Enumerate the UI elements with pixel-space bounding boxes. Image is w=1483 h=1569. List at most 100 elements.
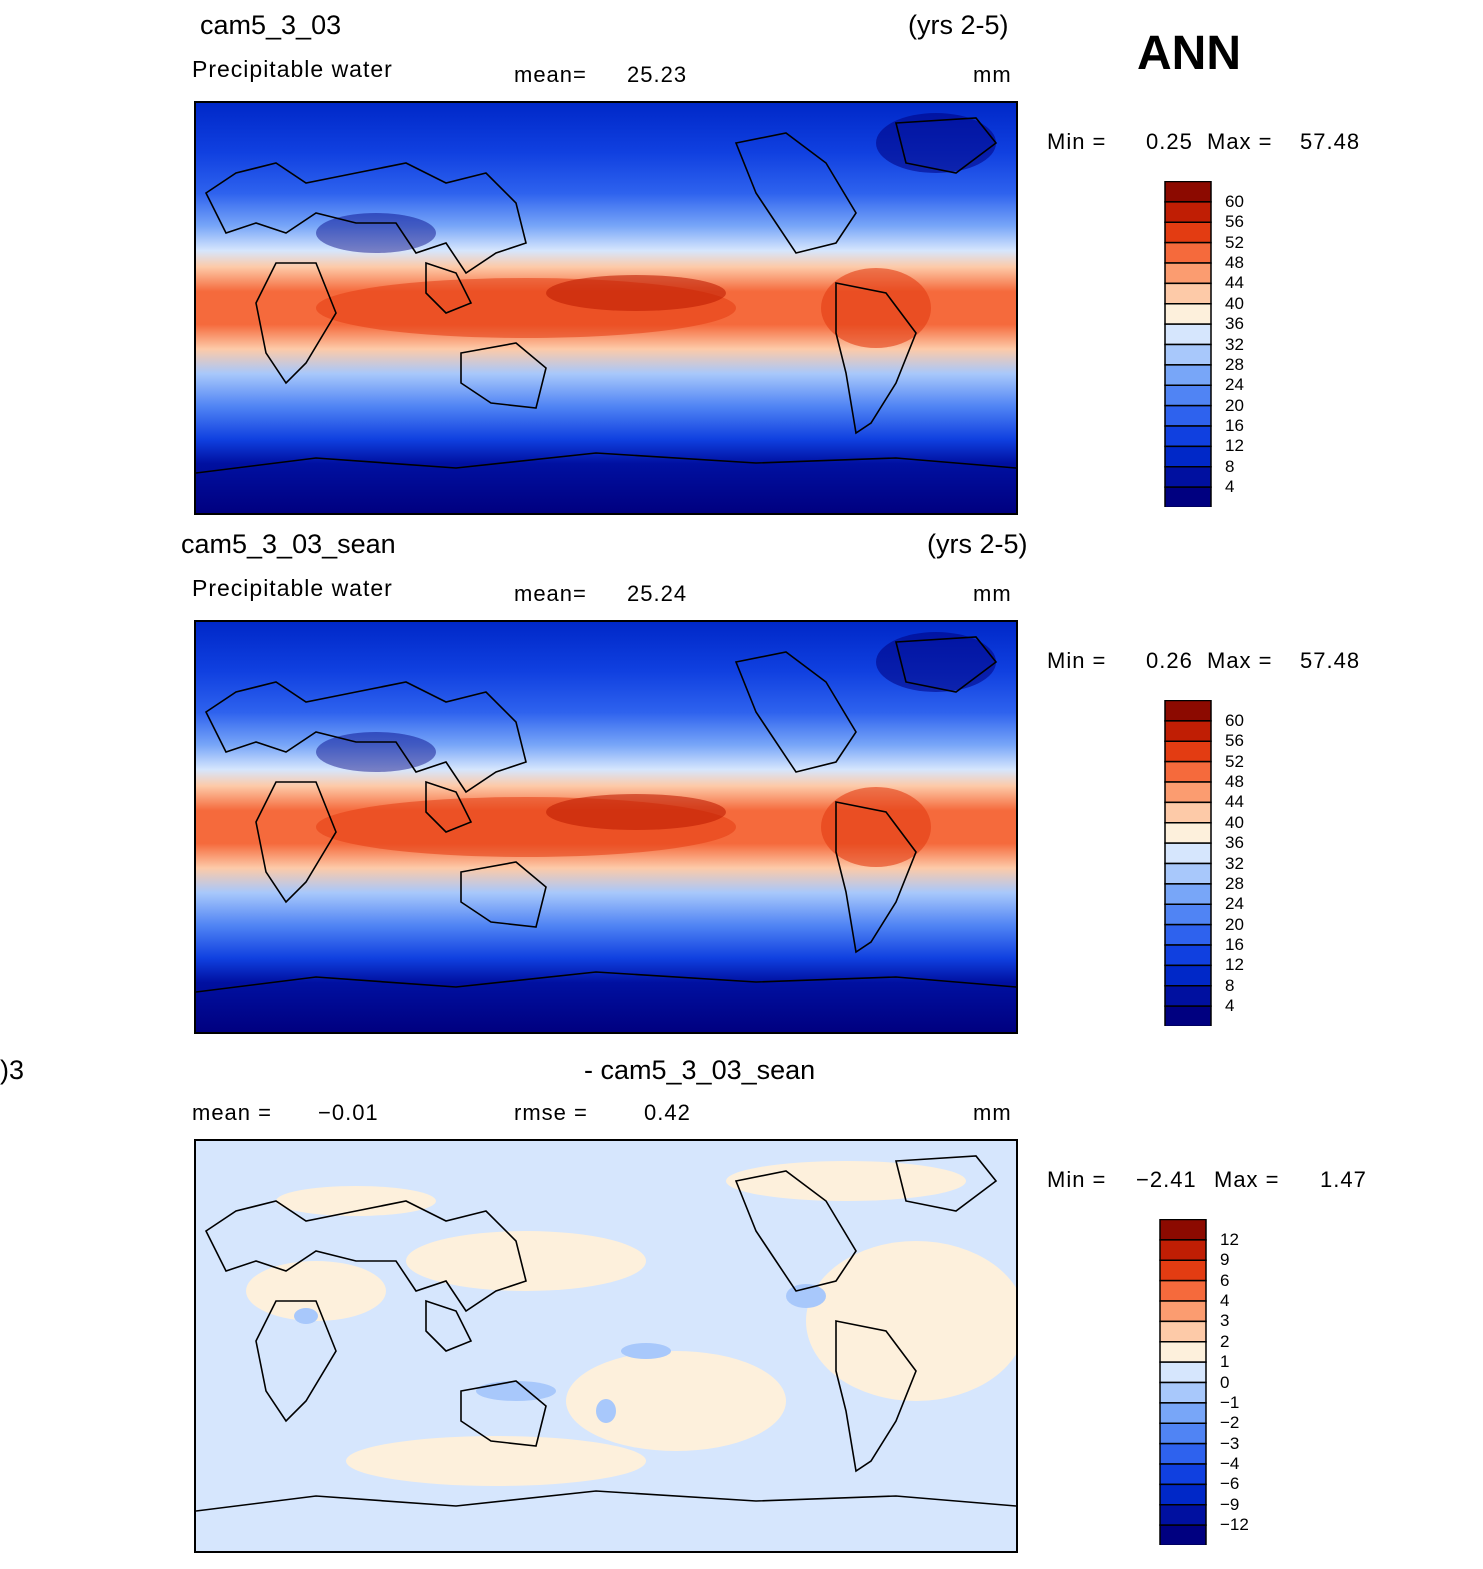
panel1-years: (yrs 2-5): [908, 10, 1009, 40]
colorbar-tick-label: 52: [1225, 751, 1244, 771]
colorbar-tick-label: 32: [1225, 334, 1244, 354]
colorbar-tick-label: 48: [1225, 253, 1244, 272]
panel2-min-value: 0.26: [1146, 648, 1193, 673]
colorbar-tick-label: 16: [1225, 416, 1244, 435]
colorbar-box: [1164, 740, 1212, 763]
colorbar-box: [1159, 1361, 1207, 1384]
colorbar-box: [1164, 384, 1212, 407]
colorbar-box: [1159, 1402, 1207, 1425]
colorbar-box: [1159, 1239, 1207, 1262]
colorbar-box: [1164, 466, 1212, 488]
colorbar-tick-label: 52: [1225, 232, 1244, 252]
colorbar-tick-label: 36: [1225, 314, 1244, 334]
colorbar-box: [1159, 1259, 1207, 1282]
colorbar-tick-label: 56: [1225, 731, 1244, 751]
panel3-min-value: −2.41: [1136, 1167, 1197, 1192]
colorbar-tick-label: 4: [1225, 996, 1235, 1016]
colorbar-box: [1159, 1381, 1207, 1404]
colorbar-tick-label: −12: [1220, 1515, 1249, 1535]
colorbar-box: [1164, 822, 1212, 844]
panel1-variable: Precipitable water: [192, 56, 393, 82]
colorbar-box: [1164, 262, 1212, 285]
panel3-max-value: 1.47: [1320, 1167, 1367, 1192]
colorbar-box: [1164, 700, 1212, 722]
panel1-max-value: 57.48: [1300, 129, 1361, 154]
colorbar-tick-label: 24: [1225, 375, 1244, 395]
colorbar-box: [1164, 964, 1212, 987]
colorbar-box: [1159, 1320, 1207, 1343]
season-label: ANN: [1137, 27, 1241, 80]
panel3-rmse-label: rmse =: [514, 1100, 588, 1125]
panel1-units: mm: [973, 62, 1012, 87]
colorbar-box: [1159, 1422, 1207, 1445]
colorbar-tick-label: 28: [1225, 873, 1244, 893]
colorbar-box: [1164, 781, 1212, 804]
panel3-case-right: - cam5_3_03_sean: [584, 1055, 816, 1085]
colorbar-box: [1164, 923, 1212, 946]
colorbar-tick-label: 4: [1220, 1291, 1230, 1310]
panel2-map-field: [196, 622, 1016, 1032]
panel3-rmse-value: 0.42: [644, 1100, 691, 1125]
colorbar-box: [1159, 1483, 1207, 1506]
panel1-case-title: cam5_3_03: [200, 10, 342, 40]
colorbar-tick-label: 12: [1225, 955, 1244, 975]
colorbar-tick-label: 8: [1225, 456, 1235, 476]
panel3-units: mm: [973, 1100, 1012, 1125]
panel2-units: mm: [973, 581, 1012, 606]
panel3-map-field: [196, 1141, 1016, 1551]
colorbar-tick-label: −6: [1220, 1474, 1240, 1494]
colorbar-box: [1164, 404, 1212, 427]
colorbar-box: [1164, 241, 1212, 264]
colorbar-box: [1159, 1300, 1207, 1323]
panel1-min-value: 0.25: [1146, 129, 1193, 154]
colorbar-tick-label: 60: [1225, 191, 1244, 211]
panel3-max-label: Max =: [1214, 1167, 1280, 1192]
colorbar-box: [1164, 201, 1212, 224]
panel2-map: [194, 620, 1018, 1034]
panel3-mean-label: mean =: [192, 1100, 272, 1125]
colorbar-tick-label: 6: [1220, 1270, 1230, 1290]
colorbar-box: [1164, 985, 1212, 1007]
panel2-mean-value: 25.24: [627, 581, 688, 606]
colorbar-tick-label: 12: [1220, 1229, 1239, 1249]
colorbar-tick-label: 4: [1225, 477, 1235, 497]
panel1-min-label: Min =: [1047, 129, 1107, 154]
colorbar-box: [1164, 364, 1212, 387]
colorbar-boxes: [1159, 1219, 1207, 1545]
colorbar-tick-label: 40: [1225, 812, 1244, 832]
panel1-colorbar: 60 56 52 48 44 40 36 32 28 24 20 16 12 8 4: [1164, 181, 1244, 507]
colorbar-tick-label: 2: [1220, 1331, 1230, 1351]
colorbar-box: [1164, 801, 1212, 824]
panel2-years: (yrs 2-5): [927, 529, 1028, 559]
panel2-variable: Precipitable water: [192, 575, 393, 601]
colorbar-tick-label: 36: [1225, 833, 1244, 853]
colorbar-box: [1164, 343, 1212, 366]
colorbar-box: [1164, 181, 1212, 203]
colorbar-box: [1159, 1442, 1207, 1465]
colorbar-tick-label: −3: [1220, 1433, 1240, 1453]
colorbar-tick-label: −4: [1220, 1454, 1240, 1473]
colorbar-tick-label: 40: [1225, 293, 1244, 313]
colorbar-box: [1164, 425, 1212, 448]
colorbar-box: [1164, 760, 1212, 783]
colorbar-tick-label: 44: [1225, 273, 1244, 293]
colorbar-box: [1159, 1219, 1207, 1241]
colorbar-box: [1164, 720, 1212, 743]
colorbar-boxes: [1164, 181, 1212, 507]
panel3-case-left: )3: [0, 1055, 25, 1085]
colorbar-boxes: [1164, 700, 1212, 1026]
panel1-max-label: Max =: [1207, 129, 1273, 154]
colorbar-box: [1164, 903, 1212, 926]
colorbar-tick-label: 32: [1225, 853, 1244, 873]
colorbar-box: [1164, 323, 1212, 346]
panel3-colorbar: 12 9 6 4 3 2 1 0 −1 −2 −3 −4 −6 −9 −12: [1159, 1219, 1249, 1545]
panel2-min-label: Min =: [1047, 648, 1107, 673]
colorbar-tick-label: 9: [1220, 1250, 1230, 1270]
colorbar-box: [1159, 1279, 1207, 1302]
colorbar-box: [1164, 303, 1212, 325]
colorbar-box: [1159, 1341, 1207, 1363]
panel2-mean-label: mean=: [514, 581, 587, 606]
colorbar-tick-label: 0: [1220, 1372, 1230, 1392]
colorbar-tick-label: 28: [1225, 354, 1244, 374]
colorbar-box: [1164, 883, 1212, 906]
